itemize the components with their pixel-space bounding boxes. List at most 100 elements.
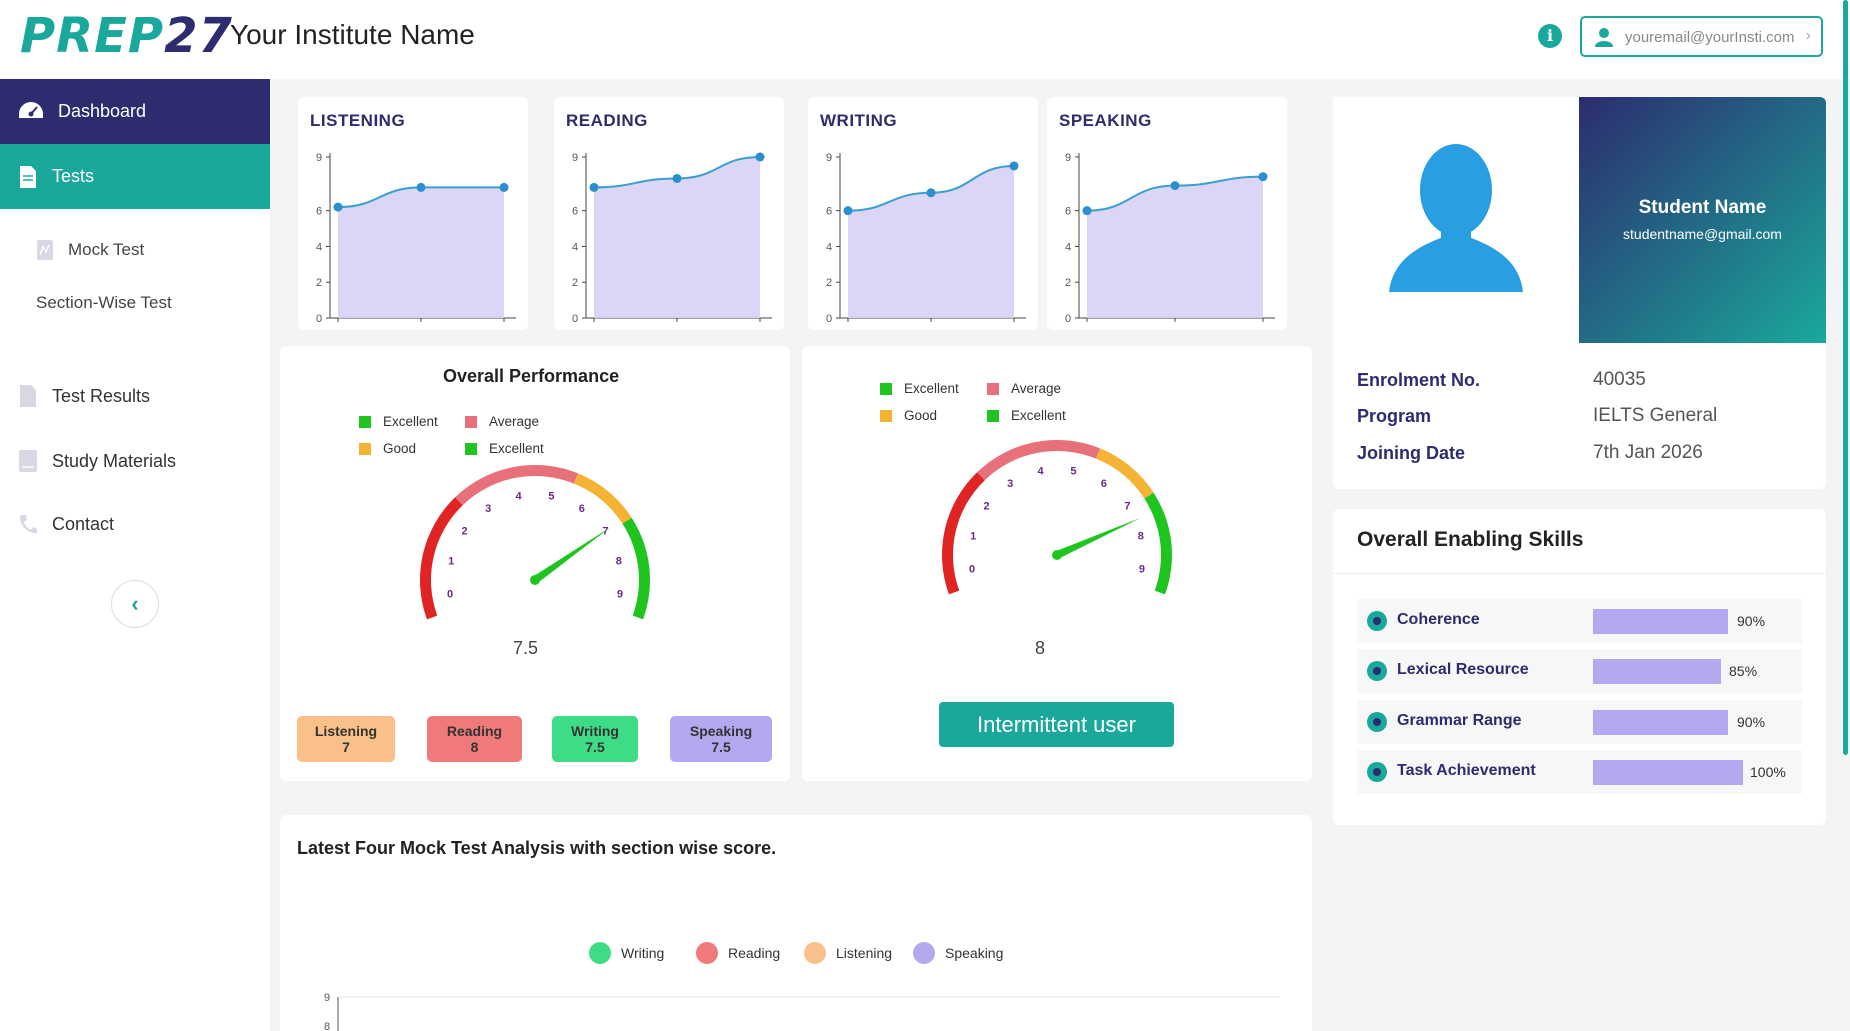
reading-chart-card: READING 0 2 4 6 9 bbox=[554, 97, 784, 330]
legend-swatch bbox=[359, 442, 371, 455]
sidebar-item-tests[interactable]: Tests bbox=[0, 144, 270, 209]
speaking-score-chip: Speaking 7.5 bbox=[670, 716, 772, 762]
gauge-tick-label: 1 bbox=[970, 531, 976, 543]
data-point bbox=[843, 206, 853, 216]
gauge-tick-label: 0 bbox=[447, 588, 453, 600]
gauge-needle-hub bbox=[530, 575, 540, 585]
legend-label: Reading bbox=[728, 945, 781, 961]
sidebar-subitem-mock-test[interactable]: Mock Test bbox=[36, 239, 144, 261]
skill-progress bbox=[1593, 710, 1743, 735]
speaking-line-chart: 0 2 4 6 9 bbox=[1065, 152, 1275, 325]
legend-item: Excellent bbox=[880, 381, 959, 396]
legend-swatch bbox=[359, 415, 371, 428]
legend-swatch bbox=[880, 382, 892, 395]
phone-icon bbox=[19, 515, 37, 534]
sidebar-item-study-materials[interactable]: Study Materials bbox=[18, 449, 176, 473]
intermittent-user-button[interactable]: Intermittent user bbox=[939, 702, 1174, 747]
dashboard-icon bbox=[19, 101, 43, 118]
avatar bbox=[1333, 97, 1579, 343]
gauge-band bbox=[1095, 448, 1154, 499]
skill-row: Task Achievement 100% bbox=[1357, 750, 1802, 794]
legend-item: Excellent bbox=[465, 441, 544, 456]
data-point bbox=[416, 182, 426, 192]
area-fill bbox=[338, 187, 504, 318]
legend-item: Writing bbox=[589, 942, 664, 964]
skill-label: Lexical Resource bbox=[1397, 661, 1529, 678]
listening-score-chip: Listening 7 bbox=[297, 716, 395, 762]
y-tick-label: 9 bbox=[1065, 152, 1071, 164]
results-icon bbox=[20, 385, 36, 407]
student-email: studentname@gmail.com bbox=[1623, 226, 1782, 242]
page-scrollbar[interactable] bbox=[1843, 0, 1848, 755]
program-value: IELTS General bbox=[1593, 405, 1718, 426]
y-tick-label: 2 bbox=[572, 277, 578, 289]
writing-chart-card: WRITING 0 2 4 6 9 bbox=[808, 97, 1038, 330]
legend-label: Writing bbox=[621, 945, 665, 961]
legend-label: Excellent bbox=[1011, 408, 1066, 423]
y-tick-label: 9 bbox=[826, 152, 832, 164]
sidebar-subitem-section-wise-test[interactable]: Section-Wise Test bbox=[36, 293, 172, 313]
logo[interactable]: PREP27 bbox=[20, 8, 233, 64]
gauge-tick-label: 7 bbox=[1124, 501, 1130, 513]
account-menu-button[interactable]: youremail@yourInsti.com › bbox=[1580, 16, 1823, 57]
skill-percent: 85% bbox=[1729, 663, 1758, 679]
data-point bbox=[499, 182, 509, 192]
gauge-tick-label: 5 bbox=[1070, 466, 1076, 478]
gauge-band bbox=[420, 497, 463, 620]
gauge-tick-label: 6 bbox=[1101, 478, 1107, 490]
skill-progress bbox=[1593, 609, 1743, 634]
data-point bbox=[672, 173, 682, 183]
y-tick-label: 6 bbox=[1065, 206, 1071, 218]
skill-percent: 100% bbox=[1750, 764, 1786, 780]
data-point bbox=[1082, 206, 1092, 216]
gauge-tick-label: 8 bbox=[1138, 531, 1144, 543]
gauge-band bbox=[573, 473, 632, 524]
skill-label: Grammar Range bbox=[1397, 712, 1522, 729]
legend-label: Average bbox=[1011, 381, 1062, 396]
legend-swatch bbox=[880, 409, 892, 422]
sidebar-item-label: Test Results bbox=[52, 385, 151, 406]
program-label: Program bbox=[1357, 406, 1432, 426]
legend-item: Average bbox=[465, 414, 539, 429]
sidebar-item-test-results[interactable]: Test Results bbox=[18, 384, 150, 408]
legend-item: Excellent bbox=[987, 408, 1066, 423]
reading-line-chart: 0 2 4 6 9 bbox=[572, 152, 772, 325]
sidebar-item-contact[interactable]: Contact bbox=[18, 513, 114, 535]
y-tick-label: 4 bbox=[1065, 241, 1071, 253]
chip-label: Speaking bbox=[689, 723, 753, 739]
legend-label: Excellent bbox=[383, 414, 438, 429]
reading-score-chip: Reading 8 bbox=[427, 716, 522, 762]
user-type-gauge: 0 1 2 3 4 5 6 7 8 9 bbox=[942, 440, 1172, 595]
chart-title: LISTENING bbox=[310, 111, 406, 130]
enrolment-label: Enrolment No. bbox=[1357, 370, 1481, 390]
skill-bar bbox=[1593, 710, 1728, 735]
legend-item: Good bbox=[359, 441, 416, 456]
mock-test-icon bbox=[37, 240, 53, 260]
legend-swatch bbox=[987, 382, 999, 395]
overall-gauge: 0 1 2 3 4 5 6 7 8 9 bbox=[420, 465, 650, 620]
legend-label: Excellent bbox=[489, 441, 544, 456]
data-point bbox=[333, 202, 343, 212]
y-tick-label: 9 bbox=[316, 152, 322, 164]
gauge-needle bbox=[532, 527, 611, 584]
chip-label: Reading bbox=[446, 723, 503, 739]
gauge-band bbox=[622, 517, 650, 620]
skill-label: Coherence bbox=[1397, 611, 1480, 628]
gauge-tick-label: 4 bbox=[1038, 466, 1045, 478]
chip-score: 7.5 bbox=[585, 739, 605, 755]
chevron-right-icon: › bbox=[1805, 27, 1811, 44]
gauge-band bbox=[942, 472, 985, 595]
sidebar-subitem-label: Mock Test bbox=[68, 240, 145, 259]
gauge-tick-label: 0 bbox=[969, 563, 975, 575]
chart-title: READING bbox=[566, 111, 648, 130]
legend-item: Excellent bbox=[359, 414, 438, 429]
gauge-needle-hub bbox=[1052, 550, 1062, 560]
legend-label: Listening bbox=[836, 945, 893, 961]
book-icon bbox=[19, 450, 37, 472]
collapse-sidebar-button[interactable]: ‹ bbox=[111, 580, 159, 628]
sidebar-item-label: Dashboard bbox=[58, 101, 147, 121]
info-icon[interactable]: i bbox=[1538, 24, 1562, 48]
sidebar-item-dashboard[interactable]: Dashboard bbox=[0, 79, 270, 144]
mock-analysis-title: Latest Four Mock Test Analysis with sect… bbox=[297, 838, 777, 858]
skill-progress bbox=[1593, 760, 1743, 785]
